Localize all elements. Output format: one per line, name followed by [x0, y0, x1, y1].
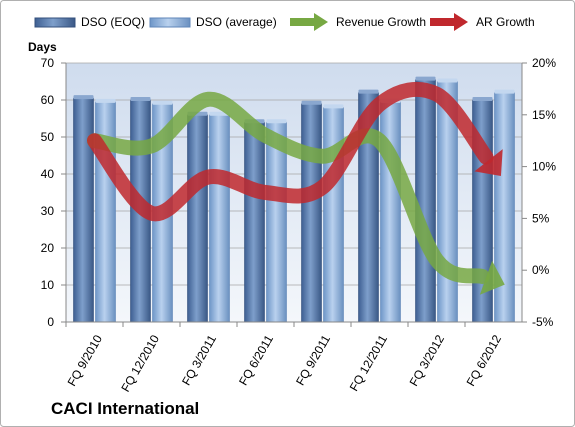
bar-top	[494, 89, 515, 94]
y-tick-label: 50	[41, 130, 55, 144]
y2-tick-label: 5%	[532, 211, 550, 225]
y-tick-label: 70	[41, 56, 55, 70]
y2-tick-label: 10%	[532, 160, 556, 174]
y2-tick-label: -5%	[532, 315, 554, 329]
y-tick-label: 10	[41, 278, 55, 292]
y-tick-label: 60	[41, 93, 55, 107]
bar-dso-eoq	[301, 103, 322, 323]
y-tick-label: 40	[41, 167, 55, 181]
legend: DSO (EOQ) DSO (average) Revenue Growth AR G…	[34, 13, 535, 31]
bar-series	[73, 76, 515, 323]
legend-label: Revenue Growth	[336, 15, 426, 29]
legend-label: AR Growth	[476, 15, 535, 29]
y2-tick-label: 20%	[532, 56, 556, 70]
line-series	[87, 81, 505, 295]
y-tick-label: 30	[41, 204, 55, 218]
y-tick-label: 20	[41, 241, 55, 255]
y-tick-label: 0	[47, 315, 54, 329]
bar-dso-eoq	[415, 79, 436, 323]
bar-top	[323, 104, 344, 109]
bar-top	[152, 100, 173, 105]
bar-top	[415, 76, 436, 81]
chart-title: CACI International	[51, 399, 199, 418]
legend-label: DSO (EOQ)	[81, 15, 145, 29]
revenue-growth-arrowhead	[479, 260, 505, 295]
revenue-growth-line	[87, 91, 490, 284]
bar-top	[73, 95, 94, 100]
bar-dso-average	[323, 107, 344, 323]
ar-growth-arrowhead	[474, 149, 503, 177]
bar-dso-eoq	[244, 121, 265, 323]
bar-dso-average	[209, 114, 230, 323]
bar-top	[266, 119, 287, 124]
bar-top	[472, 97, 493, 101]
bar-top	[130, 97, 151, 101]
y2-tick-label: 0%	[532, 263, 550, 277]
bar-dso-eoq	[73, 97, 94, 323]
legend-swatch	[34, 17, 76, 28]
bar-top	[437, 78, 458, 83]
bar-top	[358, 89, 379, 94]
y-axis-title: Days	[28, 40, 57, 54]
ar-growth-line	[87, 81, 494, 222]
legend-arrowhead	[454, 13, 468, 31]
bar-top	[95, 98, 116, 103]
legend-label: DSO (average)	[196, 15, 277, 29]
legend-arrowhead	[314, 13, 328, 31]
y2-tick-label: 15%	[532, 108, 556, 122]
bar-top	[301, 100, 322, 105]
legend-swatch	[149, 17, 191, 28]
bar-dso-eoq	[187, 114, 208, 323]
